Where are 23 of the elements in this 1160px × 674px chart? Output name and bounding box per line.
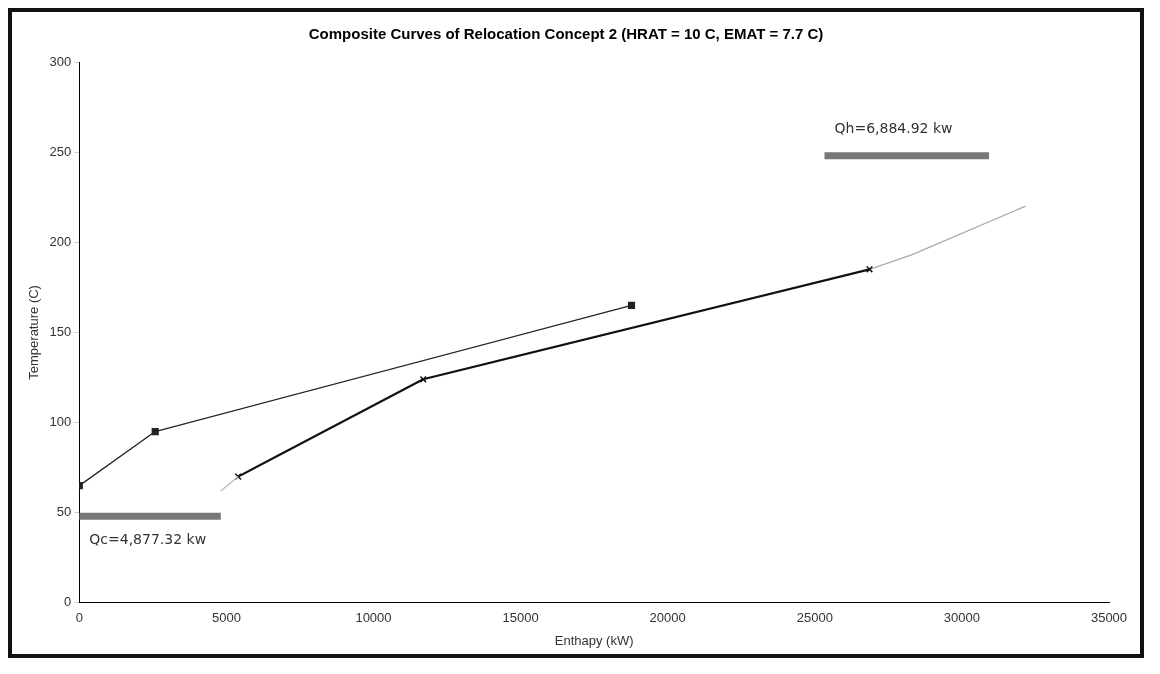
x-tick-label: 0 <box>75 610 83 626</box>
y-tick-label: 250 <box>49 143 72 159</box>
point <box>419 375 427 383</box>
y-tick-label: 50 <box>56 504 72 520</box>
x-tick-label: 25000 <box>796 610 833 626</box>
y-tick-label: 150 <box>49 323 72 339</box>
annotation: Qc=4,877.32 kw <box>89 530 207 547</box>
annotation: Qh=6,884.92 kw <box>834 120 953 137</box>
chart-title: Composite Curves of Relocation Concept 2 (HRAT = 10 C, EMAT = 7.7 C) <box>308 25 824 43</box>
y-axis-title: Temperature (C) <box>26 285 42 380</box>
x-tick-label: 20000 <box>649 610 686 626</box>
y-tick-label: 200 <box>49 233 72 249</box>
y-tick-label: 100 <box>49 414 72 430</box>
point <box>151 427 159 436</box>
x-axis-title: Enthapy (kW) <box>554 632 634 648</box>
point <box>627 301 636 309</box>
x-tick-label: 30000 <box>943 610 980 626</box>
x-tick-label: 15000 <box>502 610 539 626</box>
y-tick-label: 300 <box>49 53 72 69</box>
x-tick-label: 5000 <box>211 610 241 626</box>
x-tick-label: 35000 <box>1090 610 1128 626</box>
x-tick-label: 10000 <box>355 610 392 626</box>
y-tick-label: 0 <box>64 594 72 610</box>
